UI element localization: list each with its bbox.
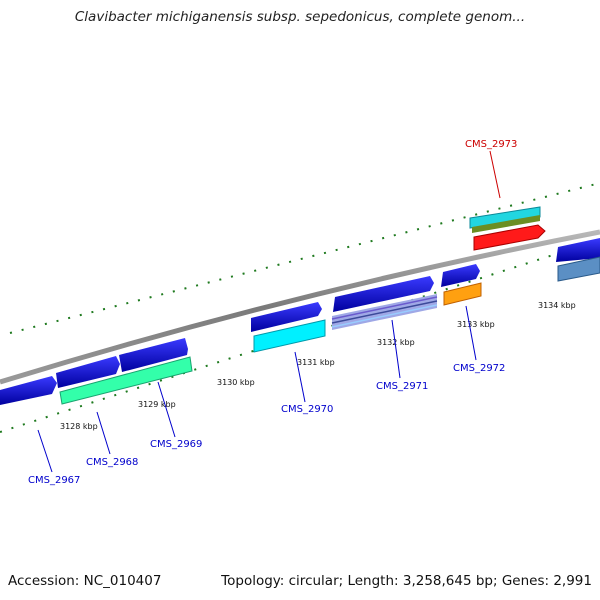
tick-label: 3131 kbp	[297, 358, 335, 367]
genome-summary-text: Topology: circular; Length: 3,258,645 bp…	[221, 573, 592, 589]
gene-label-cms-2969[interactable]: CMS_2969	[150, 439, 202, 450]
cds-arrow	[441, 264, 480, 287]
tick-label: 3132 kbp	[377, 338, 415, 347]
cds-arrow	[251, 302, 322, 332]
feature-steel	[557, 256, 600, 282]
feature-green	[59, 356, 193, 405]
feature-orange	[443, 282, 482, 306]
map-title: Clavibacter michiganensis subsp. sepedon…	[74, 9, 526, 25]
tick-label: 3134 kbp	[538, 301, 576, 310]
forward-features	[0, 238, 600, 405]
cds-arrow	[0, 376, 57, 405]
tick-label: 3130 kbp	[217, 378, 255, 387]
cds-arrow	[119, 338, 188, 372]
accession-text: Accession: NC_010407	[8, 573, 162, 589]
cms-2973-features	[469, 206, 546, 251]
tick-label: 3133 kbp	[457, 320, 495, 329]
gene-label-cms-2968[interactable]: CMS_2968	[86, 457, 138, 468]
gene-label-cms-2973[interactable]: CMS_2973	[465, 139, 517, 150]
gene-leaders	[37, 150, 501, 473]
reverse-features	[59, 256, 600, 405]
gene-label-cms-2972[interactable]: CMS_2972	[453, 363, 505, 374]
gene-label-cms-2970[interactable]: CMS_2970	[281, 404, 333, 415]
gene-label-cms-2967[interactable]: CMS_2967	[28, 475, 80, 486]
feature-cyan	[253, 319, 326, 353]
cds-arrow	[333, 276, 434, 312]
gene-label-cms-2971[interactable]: CMS_2971	[376, 381, 428, 392]
tick-label: 3129 kbp	[138, 400, 176, 409]
gene-labels: CMS_2967 CMS_2968 CMS_2969 CMS_2970 CMS_…	[28, 139, 517, 486]
tick-labels: 3128 kbp 3129 kbp 3130 kbp 3131 kbp 3132…	[60, 301, 576, 431]
tick-label: 3128 kbp	[60, 422, 98, 431]
genome-backbone	[0, 229, 600, 385]
cds-arrow	[56, 356, 120, 388]
cds-arrow	[556, 238, 600, 262]
